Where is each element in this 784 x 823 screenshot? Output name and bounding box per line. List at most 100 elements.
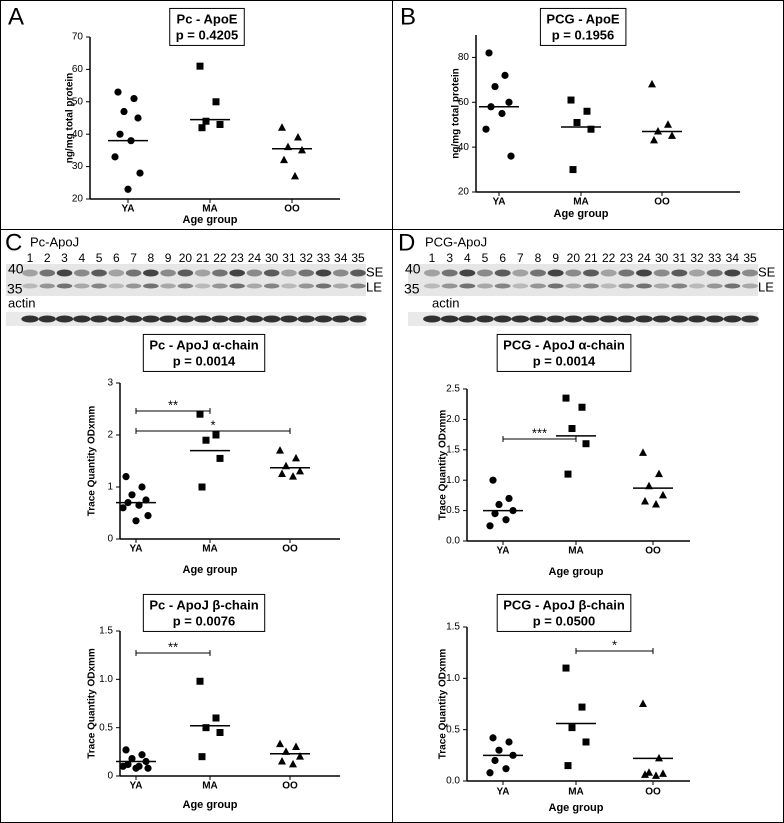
lane-label: 5	[482, 251, 489, 265]
band	[125, 269, 142, 277]
y-axis-label: Trace Quantity ODxmm	[87, 648, 98, 759]
band	[706, 269, 723, 277]
point	[655, 469, 663, 478]
point	[276, 739, 284, 748]
y-tick-label: 20	[72, 194, 84, 205]
band	[263, 315, 281, 323]
lane-label: 23	[230, 251, 244, 265]
point	[116, 130, 124, 138]
y-tick-label: 2.5	[446, 384, 460, 395]
point	[582, 440, 590, 448]
point	[578, 703, 586, 711]
point	[587, 125, 595, 133]
blot-title: PCG-ApoJ	[425, 234, 487, 249]
lane-label: 34	[334, 251, 348, 265]
lane-label: 23	[620, 251, 634, 265]
band	[618, 283, 635, 289]
band	[143, 269, 159, 277]
chart-subtitle: p = 0.0076	[173, 613, 236, 628]
point	[196, 677, 204, 685]
point	[144, 511, 152, 520]
y-tick-label: 1.0	[446, 673, 460, 684]
y-tick-label: 0.5	[99, 722, 113, 733]
band	[108, 283, 125, 289]
band	[298, 283, 314, 289]
sig-label: *	[210, 417, 215, 432]
lane-label: 31	[673, 251, 687, 265]
band	[458, 315, 477, 323]
y-tick-label: 3	[107, 378, 113, 389]
title-box	[142, 333, 266, 372]
blot	[6, 264, 366, 296]
x-tick-label: YA	[130, 781, 143, 792]
band	[212, 269, 228, 277]
point	[641, 770, 649, 778]
band	[547, 269, 564, 277]
band	[349, 315, 367, 323]
x-axis-label: Age group	[183, 799, 238, 811]
point	[135, 501, 143, 509]
blot-title: Pc-ApoJ	[30, 234, 79, 249]
band	[424, 283, 440, 289]
band	[55, 315, 74, 323]
x-axis-label: Age group	[183, 214, 238, 226]
y-tick-label: 2	[107, 430, 113, 441]
band	[194, 269, 211, 277]
band	[74, 283, 90, 289]
x-tick-label: YA	[122, 204, 135, 215]
x-axis-label: Age group	[549, 802, 604, 814]
band	[124, 315, 143, 323]
chart-title: Pc - ApoJ α-chain	[149, 337, 258, 352]
band	[245, 315, 264, 323]
lane-label: 31	[282, 251, 296, 265]
point	[505, 738, 513, 746]
point	[294, 132, 302, 141]
lane-label: 34	[726, 251, 740, 265]
point	[482, 125, 490, 133]
x-tick-label: MA	[573, 197, 589, 208]
band	[459, 269, 476, 277]
point	[292, 742, 300, 750]
band	[441, 283, 458, 289]
chart-title: PCG - ApoJ β-chain	[503, 597, 625, 612]
point	[659, 769, 667, 777]
chart-title: Pc - ApoJ β-chain	[149, 597, 258, 612]
band	[494, 269, 511, 277]
lane-label: 6	[113, 251, 120, 265]
band	[653, 283, 670, 289]
y-tick-label: 0	[107, 534, 113, 545]
band	[350, 269, 366, 277]
band	[194, 283, 211, 289]
point	[583, 107, 591, 115]
y-tick-label: 1.5	[446, 622, 460, 633]
point	[659, 490, 667, 499]
x-tick-label: YA	[130, 544, 143, 555]
lane-label: 21	[196, 251, 210, 265]
x-tick-label: MA	[568, 546, 584, 557]
band	[90, 315, 108, 323]
x-axis-label: Age group	[549, 566, 604, 578]
point	[120, 107, 128, 116]
band	[56, 269, 73, 277]
point	[212, 431, 220, 439]
point	[639, 699, 647, 707]
band	[160, 269, 176, 277]
point	[216, 120, 224, 128]
band	[160, 283, 176, 289]
band	[332, 315, 350, 323]
x-tick-label: OO	[282, 781, 298, 792]
band	[228, 315, 246, 323]
chart-subtitle: p = 0.0014	[173, 353, 236, 368]
y-tick-label: 2.0	[446, 414, 460, 425]
point	[296, 752, 304, 760]
band	[423, 315, 441, 323]
point	[491, 510, 499, 518]
lane-label: 24	[248, 251, 262, 265]
point	[198, 124, 206, 132]
point	[641, 496, 649, 505]
point	[296, 466, 304, 475]
point	[491, 82, 499, 91]
band	[176, 315, 194, 323]
sig-label: *	[612, 637, 617, 652]
band	[493, 315, 512, 323]
